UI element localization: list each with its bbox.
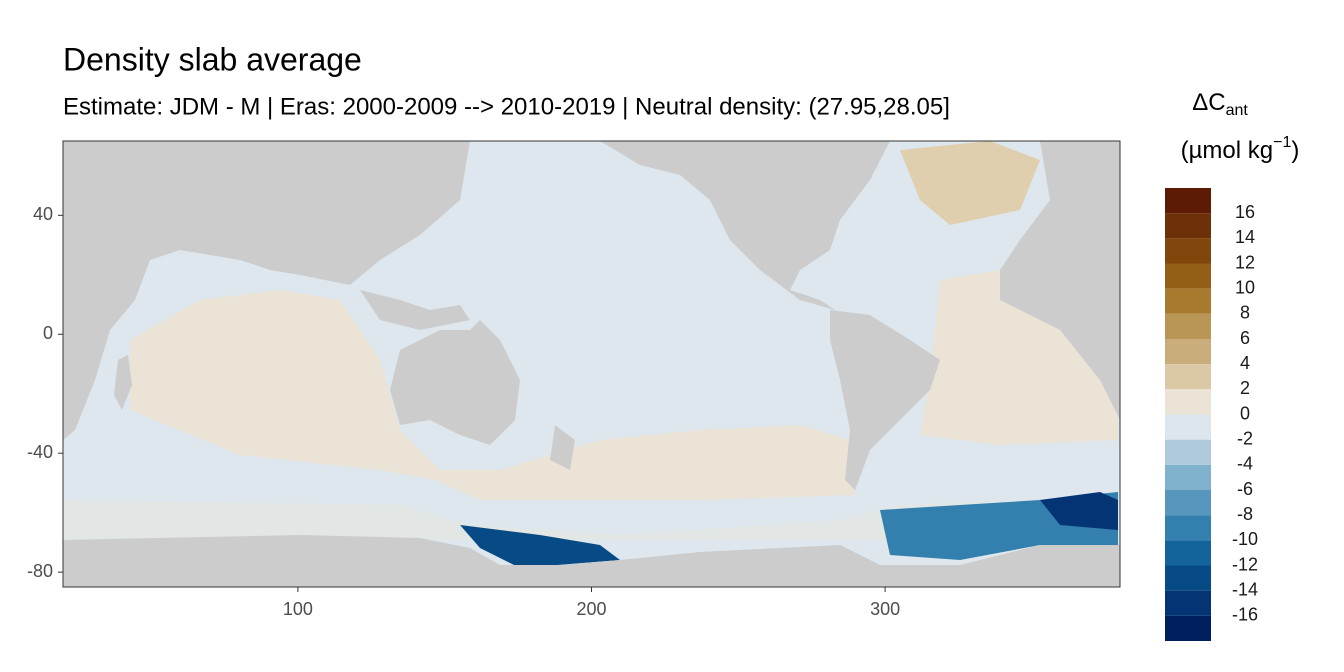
legend-label: -4: [1237, 454, 1253, 474]
shelf-region: [63, 495, 1118, 540]
legend-swatch: [1165, 339, 1211, 365]
legend-swatch: [1165, 364, 1211, 390]
beige-region: [900, 141, 1040, 225]
map-area: [62, 140, 1121, 588]
legend-swatch: [1165, 263, 1211, 289]
legend-swatch: [1165, 213, 1211, 239]
legend-label: 8: [1240, 303, 1250, 323]
y-tick-label: 0: [43, 323, 53, 343]
legend-label: 6: [1240, 328, 1250, 348]
chart-subtitle: Estimate: JDM - M | Eras: 2000-2009 --> …: [63, 93, 950, 120]
legend-label: 14: [1235, 227, 1255, 247]
legend-swatch: [1165, 188, 1211, 214]
x-tick-label: 300: [870, 599, 900, 619]
legend-label: -16: [1232, 605, 1258, 625]
legend-swatch: [1165, 238, 1211, 264]
legend-label: 16: [1235, 202, 1255, 222]
legend-label: -14: [1232, 579, 1258, 599]
legend-swatch: [1165, 515, 1211, 541]
legend-swatch: [1165, 313, 1211, 339]
legend-swatch: [1165, 414, 1211, 440]
legend-label: 2: [1240, 378, 1250, 398]
legend-swatch: [1165, 540, 1211, 566]
y-tick-label: 40: [33, 204, 53, 224]
legend-label: 12: [1235, 252, 1255, 272]
legend-swatch: [1165, 590, 1211, 616]
legend-label: -12: [1232, 554, 1258, 574]
y-tick-label: -80: [27, 561, 53, 581]
legend-title: ΔCant: [1192, 89, 1248, 119]
legend-label: -2: [1237, 428, 1253, 448]
legend-swatch: [1165, 288, 1211, 314]
legend-label: 0: [1240, 403, 1250, 423]
chart-title: Density slab average: [63, 41, 362, 77]
legend-title-subscript: ant: [1226, 102, 1249, 119]
land: [63, 141, 1120, 587]
legend-swatch: [1165, 615, 1211, 641]
beige-region: [130, 290, 855, 500]
legend-label: 4: [1240, 353, 1250, 373]
legend-label: -10: [1232, 529, 1258, 549]
legend-unit-superscript: −1: [1273, 134, 1291, 151]
x-tick-label: 200: [576, 599, 606, 619]
legend-unit-main: (µmol kg: [1181, 137, 1274, 164]
blue-region: [460, 525, 620, 568]
legend-unit-close: ): [1291, 137, 1299, 164]
legend-swatch: [1165, 464, 1211, 490]
legend-label: -8: [1237, 504, 1253, 524]
legend-label: -6: [1237, 479, 1253, 499]
y-tick-label: -40: [27, 442, 53, 462]
blue-region: [1040, 492, 1118, 530]
legend-swatch: [1165, 565, 1211, 591]
legend-swatch: [1165, 490, 1211, 516]
legend-title-main: ΔC: [1192, 89, 1225, 116]
legend-swatch: [1165, 439, 1211, 465]
x-tick-label: 100: [283, 599, 313, 619]
legend-unit: (µmol kg−1): [1181, 134, 1300, 164]
legend-label: 10: [1235, 277, 1255, 297]
legend-swatch: [1165, 389, 1211, 415]
